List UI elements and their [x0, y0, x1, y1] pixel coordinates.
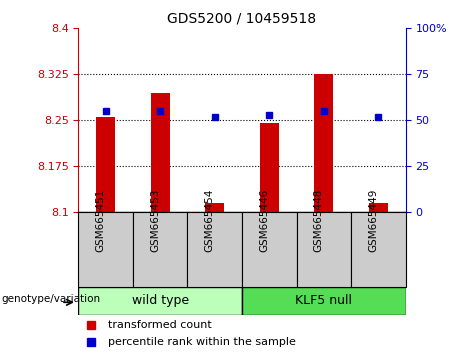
- Bar: [260, 124, 279, 212]
- Text: genotype/variation: genotype/variation: [1, 295, 100, 304]
- Text: GSM665454: GSM665454: [205, 188, 215, 252]
- Text: transformed count: transformed count: [108, 320, 212, 330]
- Title: GDS5200 / 10459518: GDS5200 / 10459518: [167, 12, 317, 26]
- Text: GSM665453: GSM665453: [150, 188, 160, 252]
- Text: percentile rank within the sample: percentile rank within the sample: [108, 337, 296, 347]
- Text: wild type: wild type: [132, 295, 189, 307]
- Bar: [242, 212, 296, 287]
- Text: GSM665451: GSM665451: [95, 188, 106, 252]
- Text: GSM665446: GSM665446: [259, 188, 269, 252]
- Bar: [188, 212, 242, 287]
- Bar: [314, 74, 333, 212]
- Bar: [78, 212, 133, 287]
- Bar: [96, 117, 115, 212]
- Bar: [296, 212, 351, 287]
- Text: GSM665448: GSM665448: [314, 188, 324, 252]
- Bar: [133, 212, 188, 287]
- Bar: [78, 287, 242, 315]
- Bar: [151, 93, 170, 212]
- Bar: [242, 287, 406, 315]
- Bar: [369, 203, 388, 212]
- Bar: [205, 203, 225, 212]
- Text: KLF5 null: KLF5 null: [296, 295, 352, 307]
- Bar: [351, 212, 406, 287]
- Text: GSM665449: GSM665449: [368, 188, 378, 252]
